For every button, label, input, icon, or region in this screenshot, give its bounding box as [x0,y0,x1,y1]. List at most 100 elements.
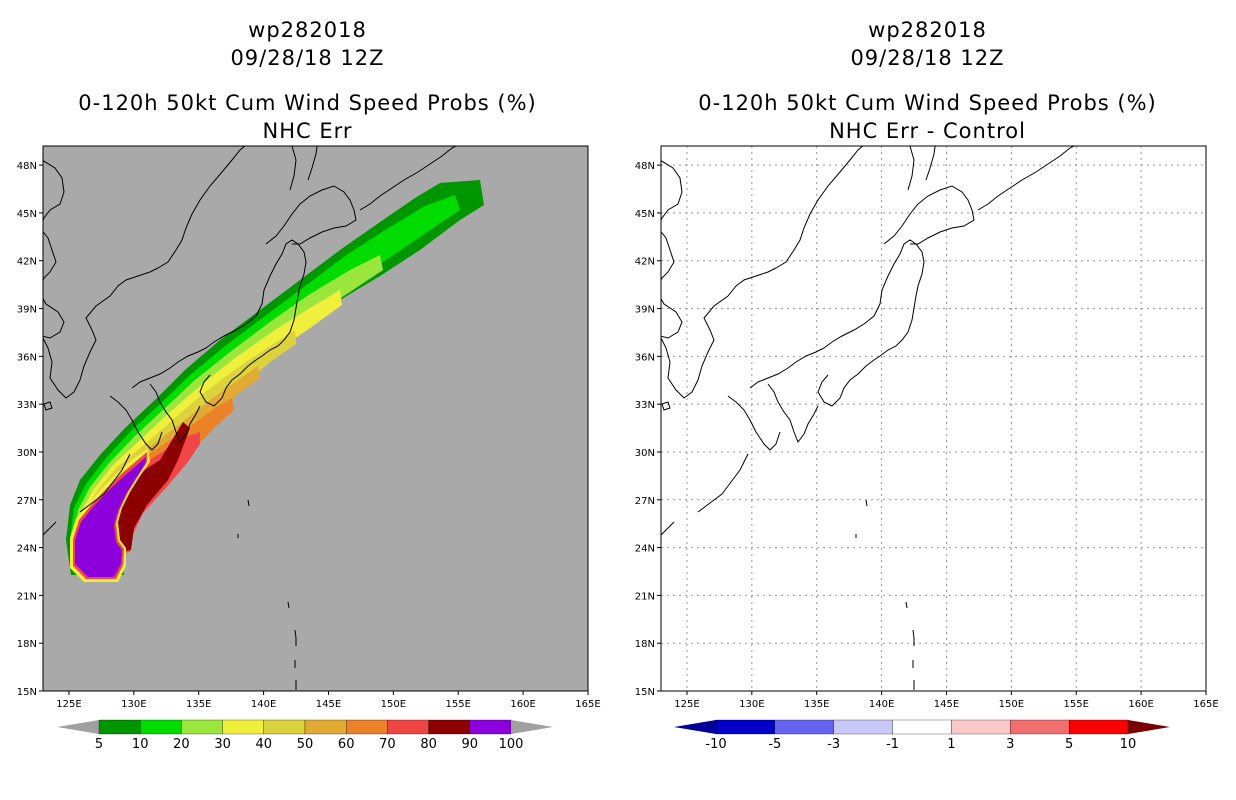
right-map-background [661,146,1206,691]
colorbar-label: 3 [1006,737,1014,752]
colorbar-segment [222,719,264,735]
colorbar-label: 80 [420,737,437,752]
colorbar-label: 90 [462,737,479,752]
lat-tick-label: 18N [17,639,37,650]
lon-tick-label: 130E [739,699,764,710]
left-axes: 125E 130E 135E 140E 145E 150E 155E 160E 165E 15N 1… [17,161,601,710]
colorbar-label: 40 [256,737,273,752]
colorbar-low-end [674,720,716,734]
lon-tick-label: 155E [1064,699,1089,710]
colorbar-label: 10 [132,737,149,752]
lon-tick-label: 140E [869,699,894,710]
colorbar-label: 50 [297,737,314,752]
colorbar-segment [715,719,776,735]
lat-tick-label: 42N [17,257,37,268]
lat-tick-label: 24N [635,544,655,555]
lon-tick-label: 125E [56,699,81,710]
lon-tick-label: 125E [674,699,699,710]
colorbar-label: -1 [886,737,899,752]
lat-tick-label: 42N [635,257,655,268]
right-map-frame [660,145,1207,692]
lon-tick-label: 150E [381,699,406,710]
colorbar-segment [1010,719,1070,735]
lat-tick-label: 30N [17,448,37,459]
colorbar-segment [1068,719,1129,735]
colorbar-label: 20 [173,737,190,752]
lat-tick-label: 27N [17,496,37,507]
colorbar-segment [833,719,893,735]
lon-tick-label: 165E [1193,699,1218,710]
lat-tick-label: 15N [635,687,655,698]
left-map-frame [42,145,589,692]
colorbar-segment [774,719,834,735]
lat-tick-label: 48N [17,161,37,172]
right-colorbar: -10 -5 -3 -1 1 3 5 10 [674,719,1170,752]
right-title-line1: 0-120h 50kt Cum Wind Speed Probs (%) [698,91,1157,115]
colorbar-high-end [511,720,553,734]
lat-tick-label: 21N [17,591,37,602]
left-header-line2: 09/28/18 12Z [230,46,385,70]
lat-tick-label: 27N [635,496,655,507]
colorbar-segment [951,719,1011,735]
colorbar-high-end [1128,720,1170,734]
lon-tick-label: 160E [510,699,535,710]
colorbar-segment [428,719,470,735]
colorbar-label: 70 [379,737,396,752]
left-title-line2: NHC Err [262,119,353,143]
lon-tick-label: 140E [251,699,276,710]
lon-tick-label: 165E [575,699,600,710]
left-header-line1: wp282018 [248,18,367,42]
right-header-line2: 09/28/18 12Z [850,46,1005,70]
left-map-background [43,146,588,691]
left-colorbar: 5 10 20 30 40 50 60 70 80 90 100 [57,719,553,752]
lon-tick-label: 155E [446,699,471,710]
lon-tick-label: 160E [1128,699,1153,710]
lon-tick-label: 145E [934,699,959,710]
colorbar-label: 60 [338,737,355,752]
lat-tick-label: 30N [635,448,655,459]
left-title-line1: 0-120h 50kt Cum Wind Speed Probs (%) [78,91,537,115]
lat-tick-label: 21N [635,591,655,602]
colorbar-segment [263,719,306,735]
lat-tick-label: 18N [635,639,655,650]
colorbar-label: 100 [499,737,524,752]
colorbar-label: -10 [705,737,726,752]
colorbar-label: 30 [214,737,231,752]
colorbar-label: 1 [947,737,955,752]
lat-tick-label: 39N [635,305,655,316]
colorbar-segment [140,719,182,735]
colorbar-segment [98,719,141,735]
lon-tick-label: 135E [804,699,829,710]
colorbar-label: -3 [827,737,840,752]
colorbar-segment [387,719,429,735]
lat-tick-label: 15N [17,687,37,698]
right-axes: 125E 130E 135E 140E 145E 150E 155E 160E 165E 15N 1… [635,161,1219,710]
lat-tick-label: 36N [635,352,655,363]
lat-tick-label: 48N [635,161,655,172]
colorbar-label: 10 [1120,737,1137,752]
colorbar-label: -5 [768,737,781,752]
lon-tick-label: 150E [999,699,1024,710]
colorbar-low-end [57,720,99,734]
lat-tick-label: 24N [17,544,37,555]
lat-tick-label: 36N [17,352,37,363]
right-title-line2: NHC Err - Control [829,119,1026,143]
lat-tick-label: 45N [635,209,655,220]
colorbar-segment [346,719,388,735]
colorbar-segment [181,719,223,735]
right-gridlines [661,146,1206,691]
right-header-line1: wp282018 [868,18,987,42]
lon-tick-label: 135E [186,699,211,710]
lat-tick-label: 33N [17,400,37,411]
left-probability-field [43,146,484,691]
colorbar-label: 5 [95,737,103,752]
lon-tick-label: 145E [316,699,341,710]
lat-tick-label: 39N [17,305,37,316]
colorbar-segment [469,719,512,735]
lon-tick-label: 130E [121,699,146,710]
colorbar-segment [304,719,347,735]
colorbar-label: 5 [1065,737,1073,752]
lat-tick-label: 45N [17,209,37,220]
colorbar-segment [892,719,952,735]
